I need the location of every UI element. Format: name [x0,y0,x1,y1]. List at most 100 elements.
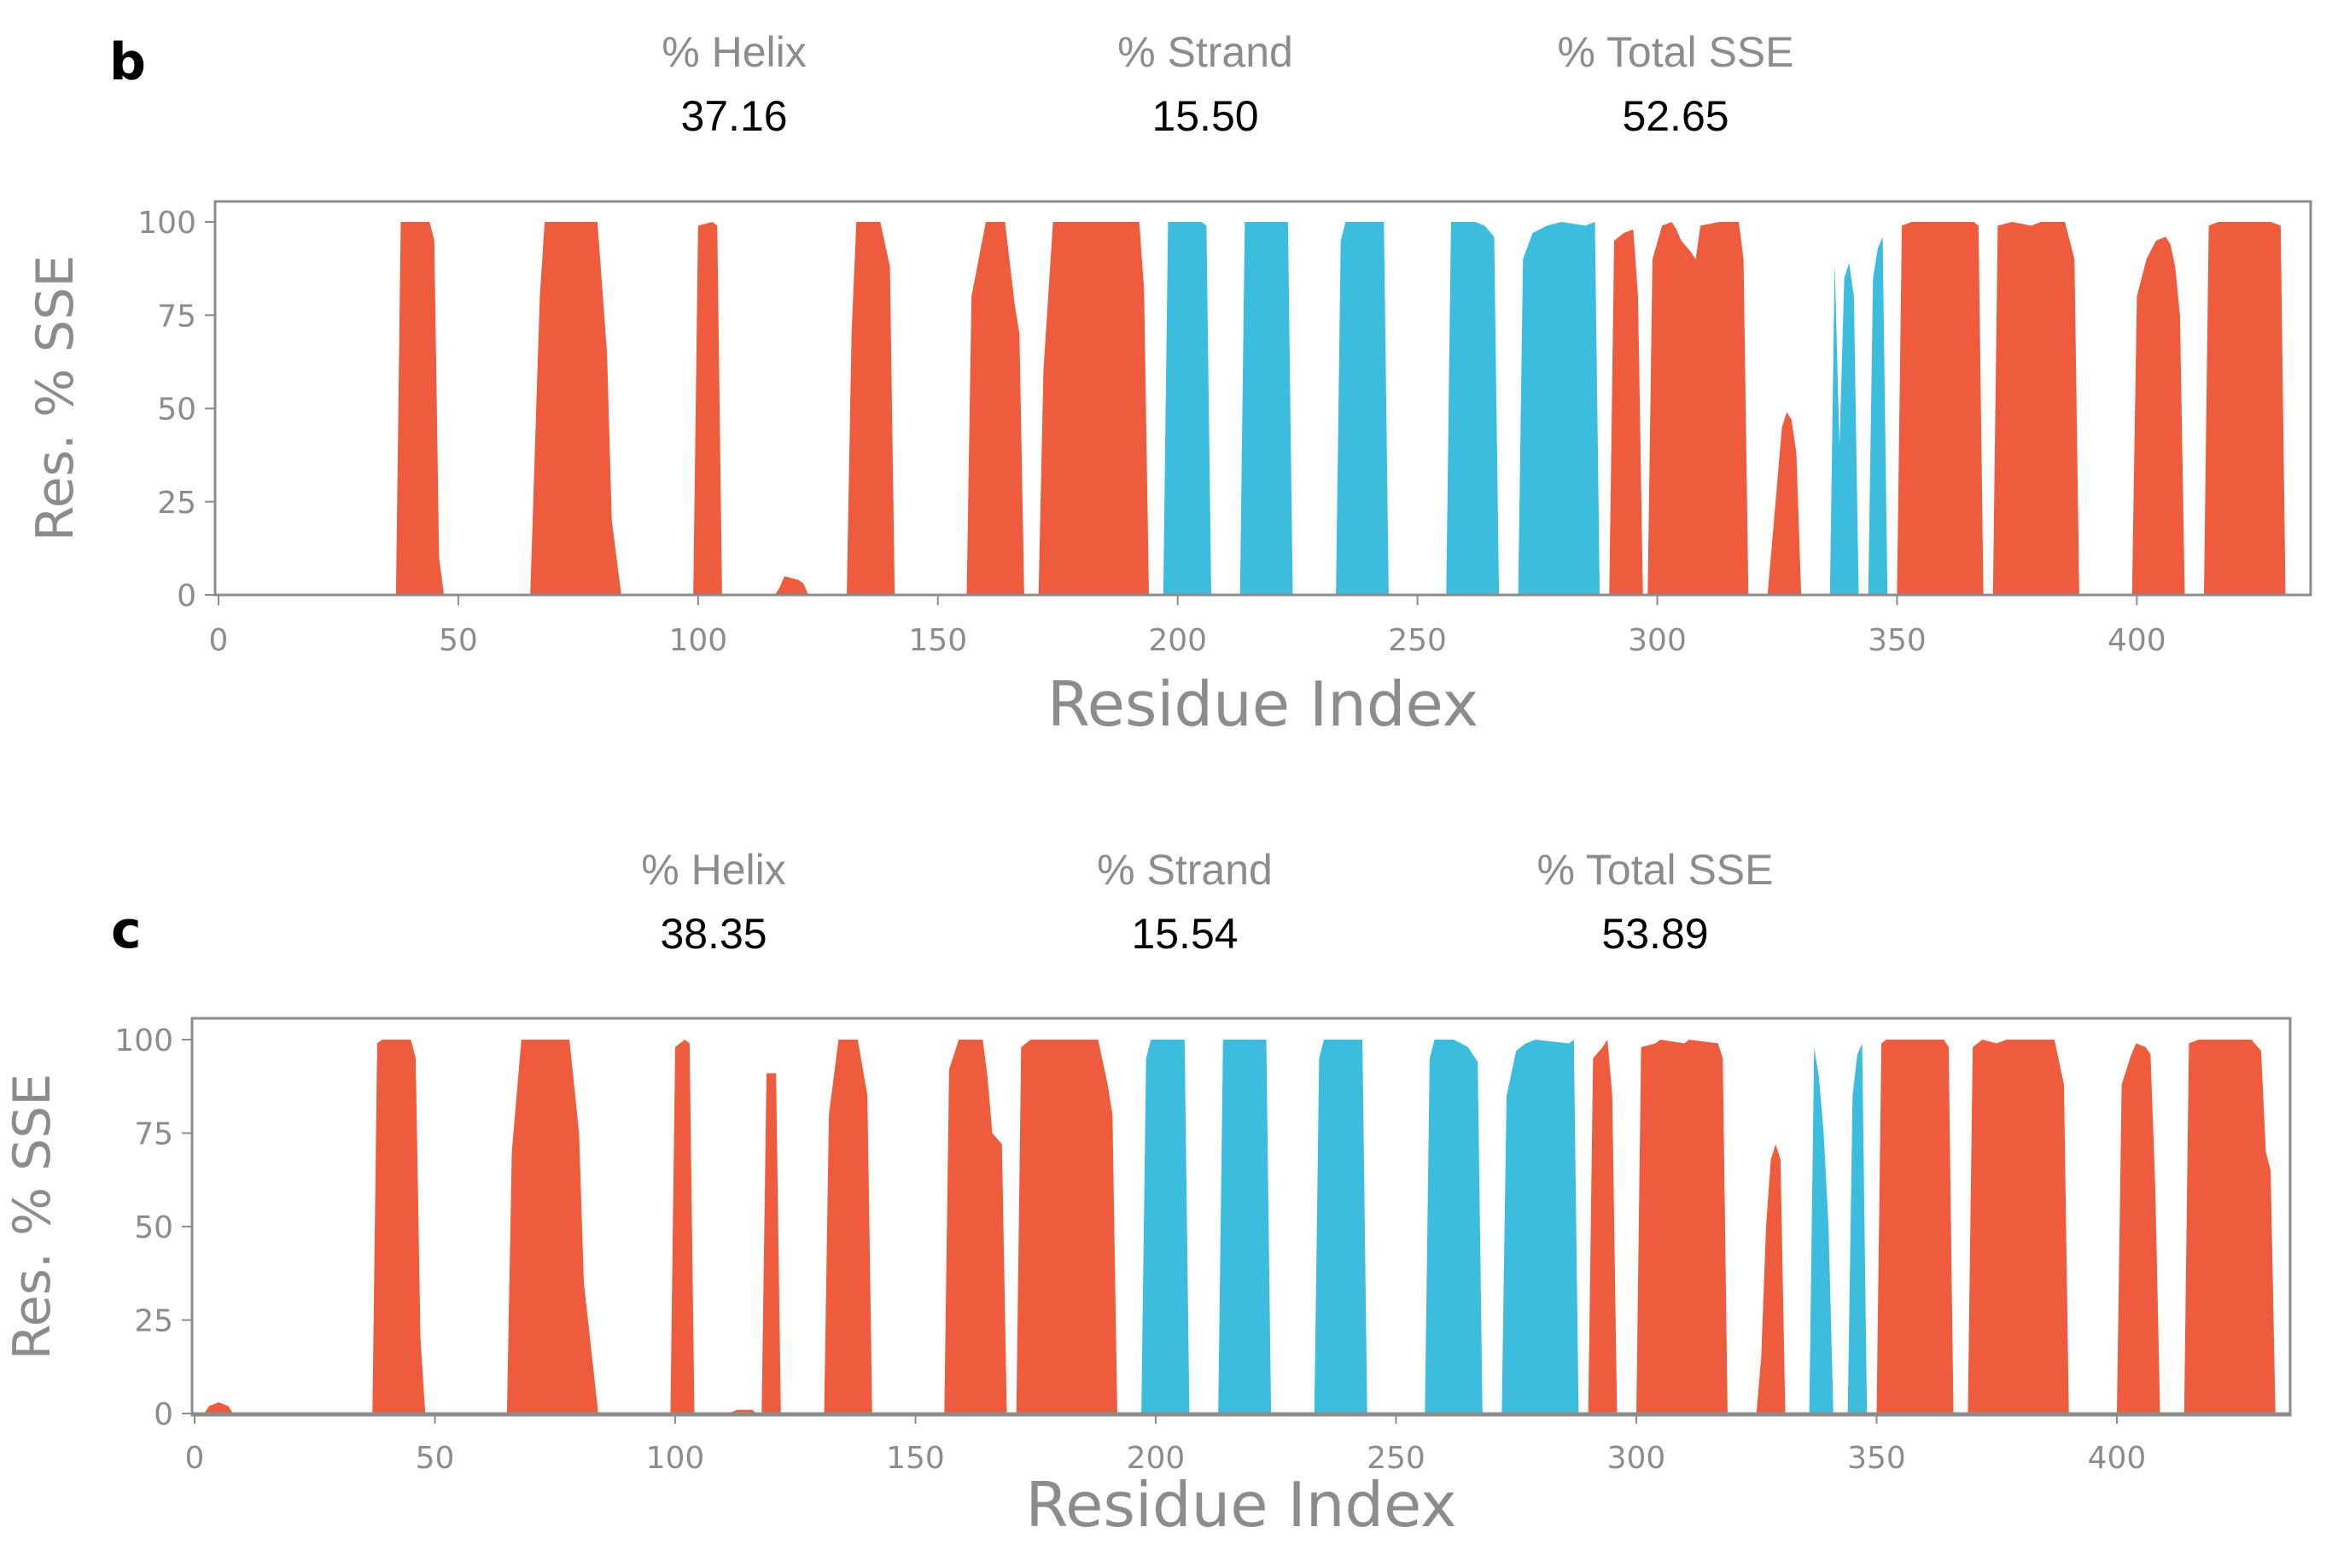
stat-value: 15.54 [1131,910,1239,958]
stat-value: 53.89 [1601,910,1709,958]
strand-segment [1847,1043,1868,1414]
y-tick-label: 100 [137,206,196,241]
helix-segment [1756,1144,1786,1414]
x-tick-label: 400 [2088,1441,2147,1476]
strand-segment [1518,222,1600,595]
y-tick-label: 25 [134,1304,173,1339]
x-tick-label: 150 [886,1441,945,1476]
helix-segment [966,222,1024,595]
x-tick-label: 400 [2108,623,2166,658]
stat-total-sse: % Total SSE 52.65 [1505,31,1846,137]
helix-segment [372,1040,426,1414]
helix-segment [395,222,445,595]
strand-segment [1829,263,1859,595]
stat-label: % Helix [641,846,786,894]
helix-segment [204,1402,233,1414]
y-tick-label: 50 [134,1210,173,1245]
helix-segment [1876,1040,1954,1414]
x-tick-label: 200 [1127,1441,1186,1476]
helix-segment [693,222,722,595]
helix-segment [670,1040,695,1414]
strand-segment [1239,222,1293,595]
y-tick-label: 50 [157,393,196,428]
stat-value: 15.50 [1151,92,1259,140]
helix-segment [1897,222,1984,595]
x-tick-label: 350 [1847,1441,1906,1476]
x-axis-label: Residue Index [1047,668,1478,740]
helix-segment [506,1040,598,1414]
strand-segment [1501,1040,1579,1414]
helix-segment [1636,1040,1728,1414]
x-tick-label: 50 [439,623,478,658]
strand-segment [1141,1040,1190,1414]
y-tick-label: 0 [177,579,196,614]
x-tick-label: 200 [1148,623,1207,658]
x-tick-label: 50 [416,1441,455,1476]
x-tick-label: 350 [1868,623,1927,658]
helix-segment [1016,1040,1117,1414]
helix-segment [1767,411,1802,595]
stat-value: 38.35 [660,910,767,958]
stat-helix: % Helix 37.16 [563,31,905,137]
helix-segment [2183,1040,2276,1414]
x-tick-label: 300 [1607,1441,1666,1476]
helix-segment [2117,1043,2160,1414]
x-axis-label: Residue Index [1025,1469,1456,1541]
x-tick-label: 100 [668,623,727,658]
helix-segment [1647,222,1749,595]
stat-label: % Total SSE [1536,846,1774,894]
y-tick-label: 75 [157,299,196,334]
strand-segment [1868,236,1888,595]
x-tick-label: 250 [1388,623,1447,658]
helix-segment [824,1040,872,1414]
y-axis-label: Res. % SSE [3,1074,62,1360]
helix-segment [1038,222,1149,595]
y-axis-label: Res. % SSE [26,255,85,541]
strand-segment [1336,222,1389,595]
x-tick-label: 250 [1367,1441,1425,1476]
helix-segment [847,222,895,595]
helix-segment [2204,222,2286,595]
helix-segment [774,576,809,595]
helix-segment [1968,1040,2069,1414]
stat-value: 52.65 [1622,92,1729,140]
panel-letter: b [109,32,146,92]
y-tick-label: 25 [157,486,196,521]
strand-segment [1425,1040,1483,1414]
strand-segment [1809,1046,1834,1414]
stat-strand: % Strand 15.54 [1014,848,1355,955]
y-tick-label: 75 [134,1117,173,1152]
helix-segment [1609,229,1643,595]
strand-segment [1218,1040,1272,1414]
x-tick-label: 300 [1628,623,1687,658]
helix-segment [944,1040,1007,1414]
stat-value: 37.16 [680,92,788,140]
helix-segment [761,1073,781,1414]
panel-letter: c [111,901,142,960]
strand-segment [1314,1040,1367,1414]
strand-segment [1163,222,1211,595]
stat-strand: % Strand 15.50 [1035,31,1376,137]
x-tick-label: 100 [646,1441,705,1476]
stat-label: % Total SSE [1557,28,1794,76]
panel-c: c % Helix 38.35 % Strand 15.54 % Total S… [0,819,2332,1568]
helix-segment [530,222,621,595]
stat-total-sse: % Total SSE 53.89 [1484,848,1826,955]
x-tick-label: 150 [908,623,967,658]
stat-label: % Helix [662,28,807,76]
sse-area-chart-c: 0 50 100 150 200 250 300 350 400 0 25 50 75 100 Residu… [3,1017,2292,1541]
stat-helix: % Helix 38.35 [543,848,884,955]
stat-label: % Strand [1097,846,1273,894]
y-tick-label: 0 [154,1397,173,1432]
panel-b: b % Helix 37.16 % Strand 15.50 % Total S… [0,0,2332,768]
helix-segment [1588,1040,1618,1414]
stat-label: % Strand [1117,28,1293,76]
x-tick-label: 0 [185,1441,205,1476]
y-tick-label: 100 [114,1023,173,1058]
helix-segment [1992,222,2079,595]
plot-frame [190,1017,2292,1417]
strand-segment [1446,222,1500,595]
helix-segment [2131,236,2185,595]
x-tick-label: 0 [209,623,229,658]
sse-area-chart-b: 0 50 100 150 200 250 300 350 400 0 25 50 75 100 Residu… [26,200,2312,740]
